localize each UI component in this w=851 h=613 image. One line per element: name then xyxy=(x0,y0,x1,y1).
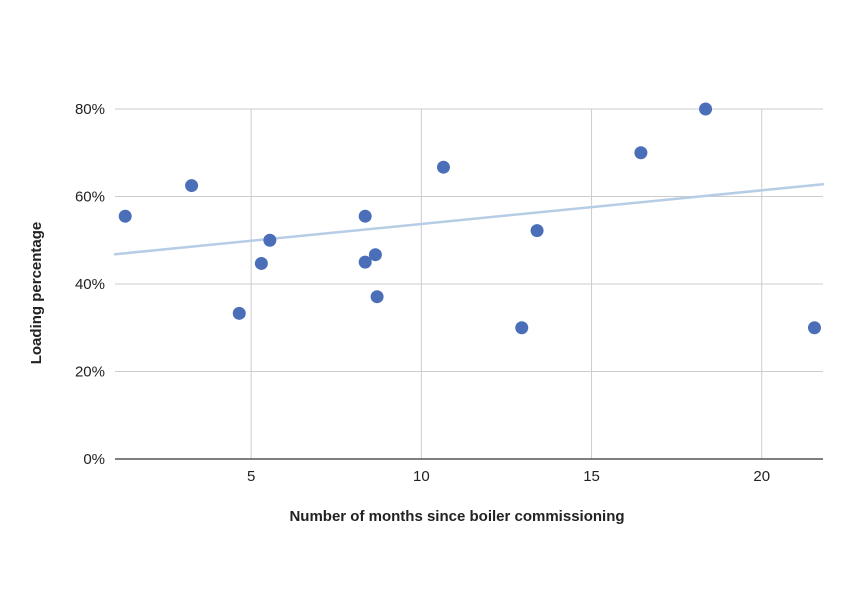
data-point-2 xyxy=(232,306,246,320)
x-tick-label: 20 xyxy=(753,468,770,485)
x-axis-title: Number of months since boiler commission… xyxy=(289,508,624,525)
trendline-group xyxy=(113,183,825,256)
data-point-11 xyxy=(530,224,544,238)
x-tick-labels: 5 10 15 20 xyxy=(247,468,770,485)
data-point-10 xyxy=(515,321,529,335)
data-point-13 xyxy=(699,102,713,116)
data-point-3 xyxy=(254,256,268,270)
data-point-4 xyxy=(263,233,277,247)
data-point-5 xyxy=(358,209,372,223)
y-axis-title: Loading percentage xyxy=(28,222,45,365)
x-tick-label: 5 xyxy=(247,468,255,485)
data-point-6 xyxy=(358,255,372,269)
x-tick-label: 15 xyxy=(583,468,600,485)
y-tick-label: 80% xyxy=(75,101,105,118)
trendline xyxy=(113,183,825,256)
data-points xyxy=(118,102,821,335)
y-tick-label: 60% xyxy=(75,189,105,206)
data-point-14 xyxy=(807,321,821,335)
data-point-8 xyxy=(370,290,384,304)
x-tick-label: 10 xyxy=(413,468,430,485)
y-tick-labels: 0% 20% 40% 60% 80% xyxy=(75,101,105,468)
data-point-7 xyxy=(368,248,382,262)
data-point-9 xyxy=(436,160,450,174)
data-point-0 xyxy=(118,209,132,223)
y-tick-label: 0% xyxy=(83,451,105,468)
data-point-1 xyxy=(185,179,199,193)
y-tick-label: 40% xyxy=(75,276,105,293)
y-tick-label: 20% xyxy=(75,364,105,381)
grid-lines xyxy=(115,108,823,459)
data-point-12 xyxy=(634,146,648,160)
